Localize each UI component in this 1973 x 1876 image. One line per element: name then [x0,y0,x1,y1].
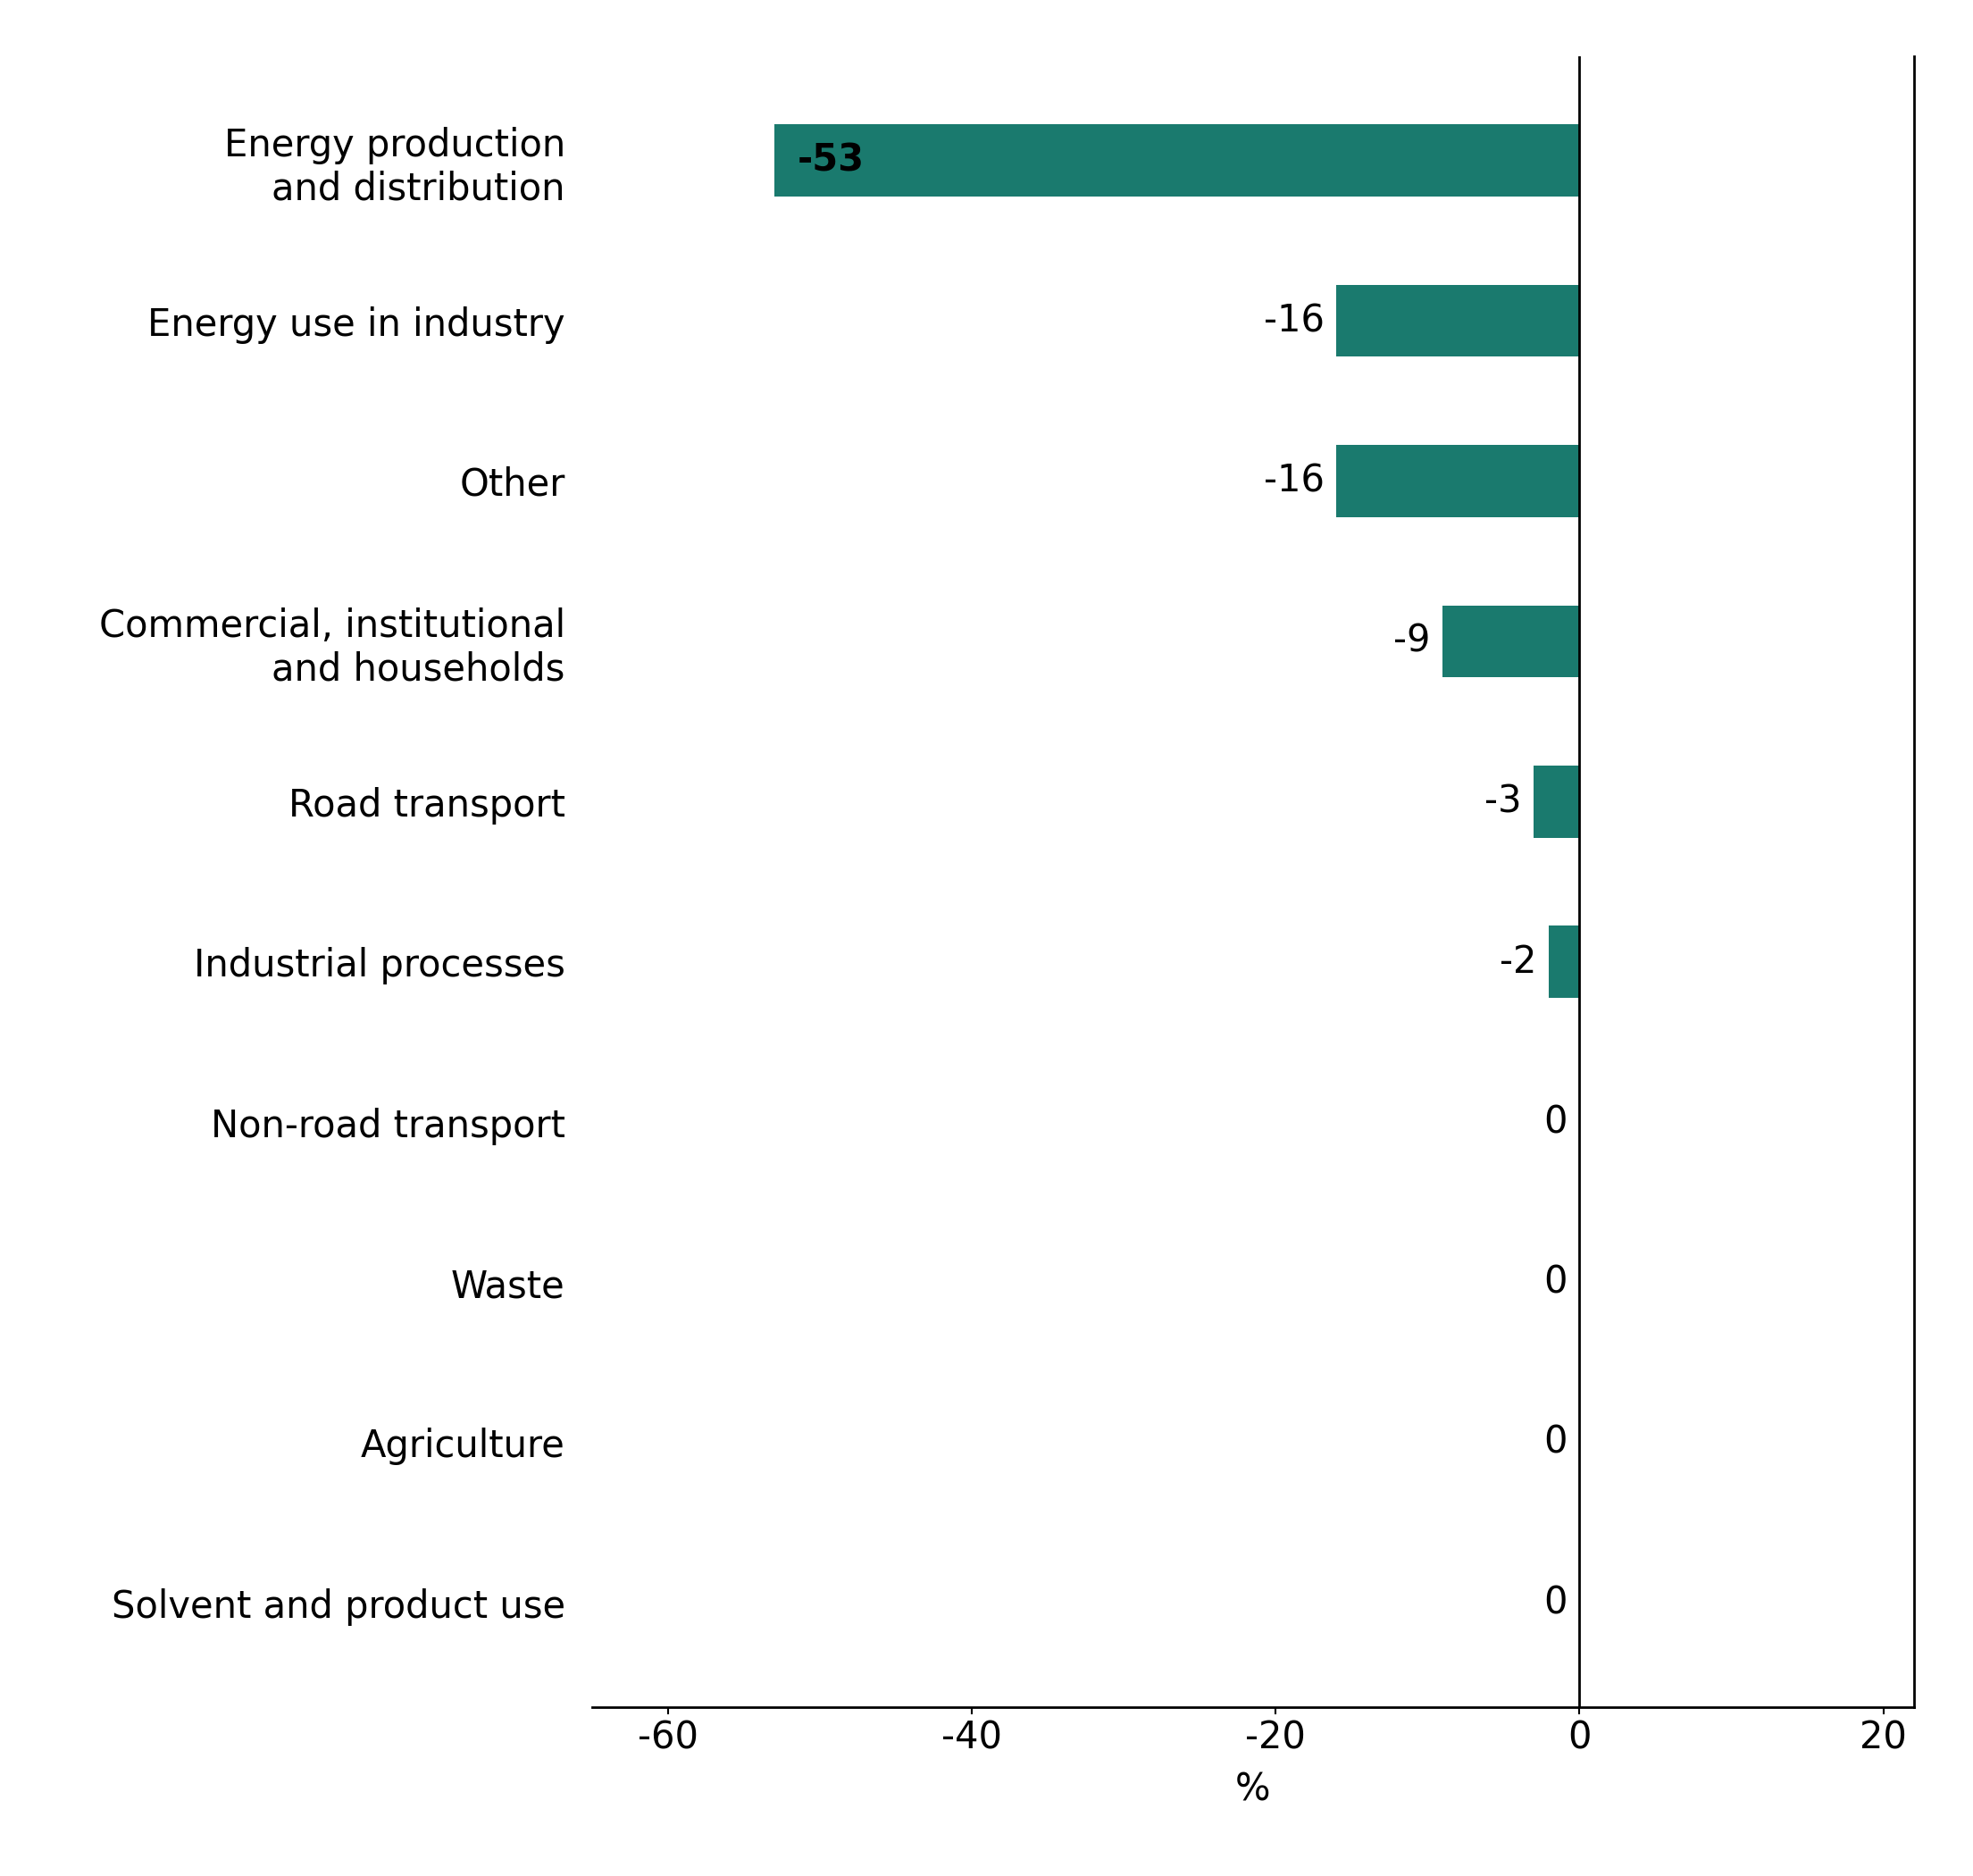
Text: 0: 0 [1543,1583,1567,1621]
Text: -16: -16 [1263,302,1324,340]
Text: 0: 0 [1543,1103,1567,1141]
Bar [1336,445,1580,518]
Bar [1533,765,1580,839]
Text: -2: -2 [1499,944,1537,981]
X-axis label: %: % [1235,1771,1271,1808]
Bar [1549,925,1580,998]
Text: 0: 0 [1543,1424,1567,1461]
Text: -3: -3 [1484,782,1521,820]
Text: -9: -9 [1393,623,1430,660]
Bar [1336,285,1580,356]
Text: -53: -53 [797,143,864,180]
Bar [1442,606,1580,677]
Text: -16: -16 [1263,461,1324,499]
Text: 0: 0 [1543,1264,1567,1302]
Bar [773,124,1580,197]
